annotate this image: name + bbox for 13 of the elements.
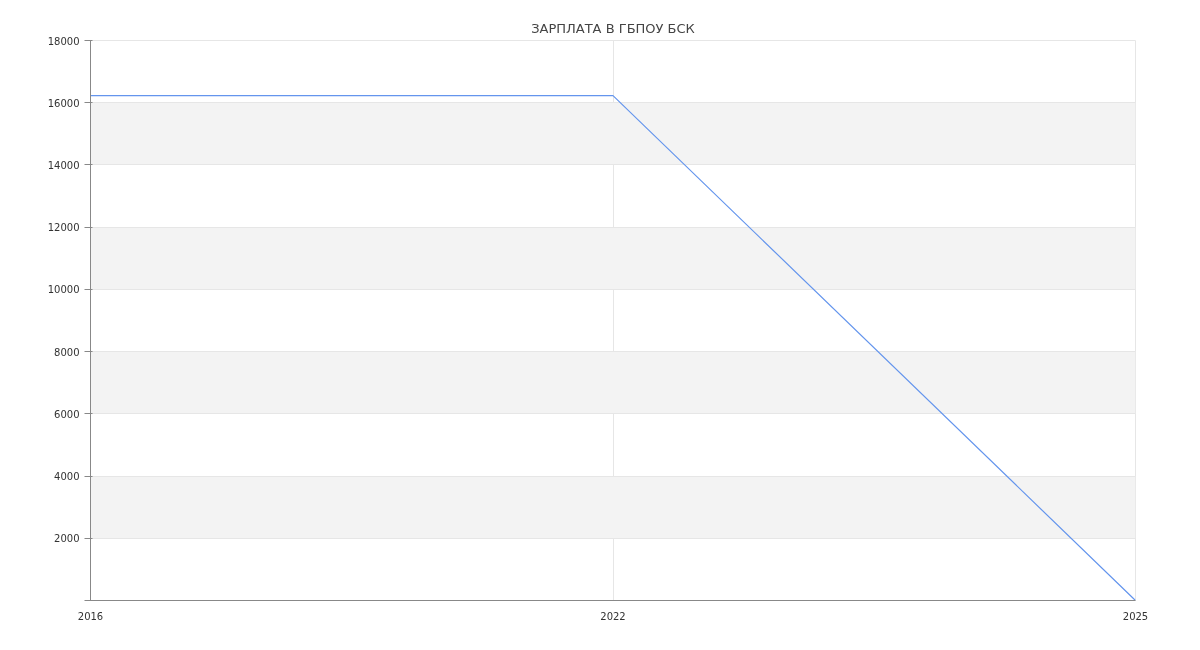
y-tick-label: 10000 — [47, 284, 80, 296]
y-tick-label: 12000 — [47, 222, 80, 234]
y-tick-label: 2000 — [54, 533, 80, 545]
y-tick-label: 6000 — [54, 408, 80, 420]
x-tick-label: 2025 — [1122, 610, 1149, 622]
y-tick-label: 8000 — [54, 346, 80, 358]
y-tick-label: 18000 — [47, 35, 80, 47]
y-tick-label: 4000 — [54, 471, 80, 483]
y-tick-label: 14000 — [47, 159, 80, 171]
x-tick-label: 2022 — [600, 610, 626, 622]
y-tick-label: 16000 — [47, 97, 80, 109]
x-tick-label: 2016 — [77, 610, 104, 622]
chart-title: ЗАРПЛАТА В ГБПОУ БСК — [531, 20, 695, 36]
